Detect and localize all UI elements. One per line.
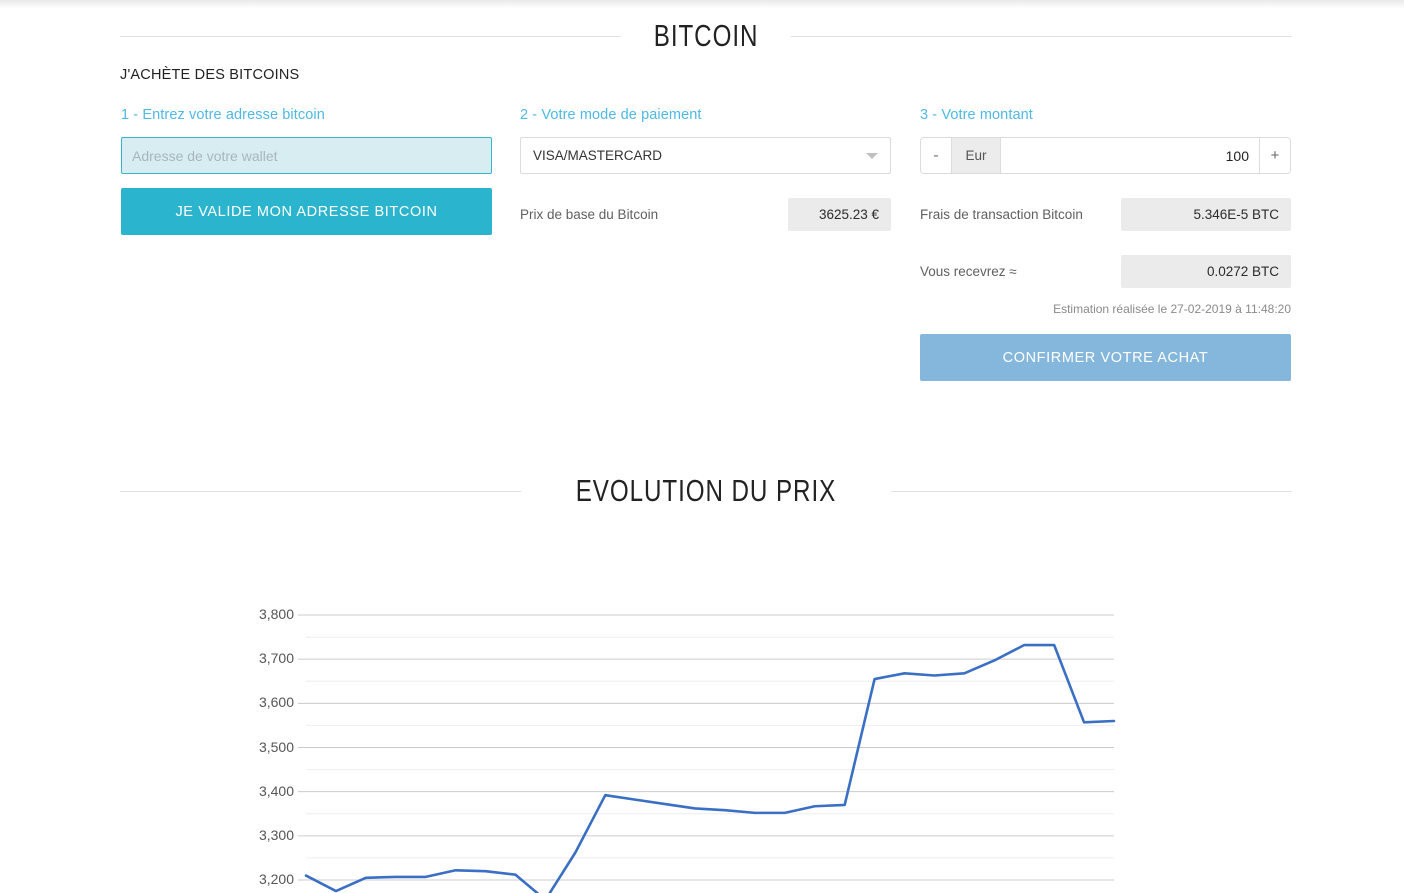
payment-method-value: VISA/MASTERCARD [533,148,663,163]
base-price-label: Prix de base du Bitcoin [520,207,659,222]
evolution-rule-left [120,490,522,492]
section-title-bitcoin: BITCOIN [120,18,1293,54]
receive-amount-row: Vous recevrez ≈ 0.0272 BTC [920,255,1291,288]
payment-method-select-wrap: VISA/MASTERCARD [520,137,891,174]
step-1-label: 1 - Entrez votre adresse bitcoin [121,107,325,123]
step-3-column: 3 - Votre montant - Eur + Frais de trans… [920,107,1291,381]
transaction-fee-value: 5.346E-5 BTC [1121,198,1291,231]
base-price-value: 3625.23 € [788,198,891,231]
currency-label: Eur [951,138,1001,173]
wallet-address-input[interactable] [121,137,492,174]
amount-increment-button[interactable]: + [1260,138,1290,173]
amount-stepper: - Eur + [920,137,1291,174]
step-2-label: 2 - Votre mode de paiement [520,107,702,123]
page-title: BITCOIN [653,18,759,53]
chart-y-tick: 3,500 [258,738,294,755]
title-rule-left [120,35,621,37]
chart-series-line [304,643,1116,893]
chart-y-tick: 3,800 [258,606,294,622]
chart-y-tick: 3,600 [258,694,294,711]
section-title-evolution: EVOLUTION DU PRIX [120,473,1292,509]
transaction-fee-row: Frais de transaction Bitcoin 5.346E-5 BT… [920,198,1291,231]
chart-major-gridlines [298,614,1114,881]
chevron-down-icon [866,152,878,159]
amount-decrement-button[interactable]: - [921,138,951,173]
evolution-title: EVOLUTION DU PRIX [575,473,837,508]
top-shade [0,0,1404,9]
evolution-rule-right [890,490,1292,492]
validate-address-button[interactable]: JE VALIDE MON ADRESSE BITCOIN [121,188,492,235]
step-1-column: 1 - Entrez votre adresse bitcoin JE VALI… [121,107,492,235]
chart-svg [298,614,1116,893]
amount-input[interactable] [1001,138,1260,173]
title-rule-right [791,35,1293,37]
chart-y-tick: 3,200 [258,871,294,887]
payment-method-select[interactable]: VISA/MASTERCARD [520,137,891,174]
chart-y-tick: 3,700 [258,650,294,667]
transaction-fee-label: Frais de transaction Bitcoin [920,207,1083,222]
chart-y-tick: 3,400 [258,782,294,799]
base-price-row: Prix de base du Bitcoin 3625.23 € [520,198,891,231]
step-2-column: 2 - Votre mode de paiement VISA/MASTERCA… [520,107,891,231]
receive-amount-value: 0.0272 BTC [1121,255,1291,288]
intro-heading: J'ACHÈTE DES BITCOINS [120,67,300,83]
confirm-purchase-button[interactable]: CONFIRMER VOTRE ACHAT [920,334,1291,381]
chart-y-tick: 3,300 [258,826,294,843]
estimation-timestamp: Estimation réalisée le 27-02-2019 à 11:4… [1053,302,1291,316]
chart-minor-gridlines [306,636,1114,859]
step-3-label: 3 - Votre montant [920,107,1033,123]
receive-amount-label: Vous recevrez ≈ [920,264,1017,279]
